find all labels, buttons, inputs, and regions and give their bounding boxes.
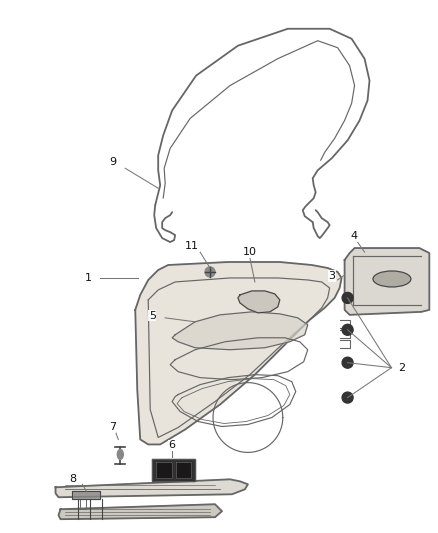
Polygon shape xyxy=(345,248,429,315)
Polygon shape xyxy=(176,462,191,478)
Circle shape xyxy=(342,392,353,403)
Text: 8: 8 xyxy=(69,474,76,484)
Polygon shape xyxy=(59,504,222,519)
Text: 2: 2 xyxy=(398,362,405,373)
Circle shape xyxy=(205,267,215,277)
Text: 9: 9 xyxy=(109,157,116,167)
Circle shape xyxy=(342,357,353,368)
Text: 3: 3 xyxy=(328,271,335,281)
Text: 5: 5 xyxy=(149,311,156,321)
Circle shape xyxy=(342,293,353,303)
Ellipse shape xyxy=(117,449,124,459)
Polygon shape xyxy=(172,312,308,350)
Ellipse shape xyxy=(373,271,411,287)
Polygon shape xyxy=(156,462,172,478)
Text: 4: 4 xyxy=(350,231,357,241)
Polygon shape xyxy=(72,491,100,499)
Text: 7: 7 xyxy=(109,423,116,432)
Polygon shape xyxy=(238,291,280,313)
Circle shape xyxy=(342,324,353,335)
Text: 1: 1 xyxy=(85,273,92,283)
Text: 10: 10 xyxy=(243,247,257,257)
Polygon shape xyxy=(135,262,342,445)
Text: 6: 6 xyxy=(169,440,176,450)
Text: 11: 11 xyxy=(185,241,199,251)
Polygon shape xyxy=(56,479,248,497)
Polygon shape xyxy=(152,459,195,481)
